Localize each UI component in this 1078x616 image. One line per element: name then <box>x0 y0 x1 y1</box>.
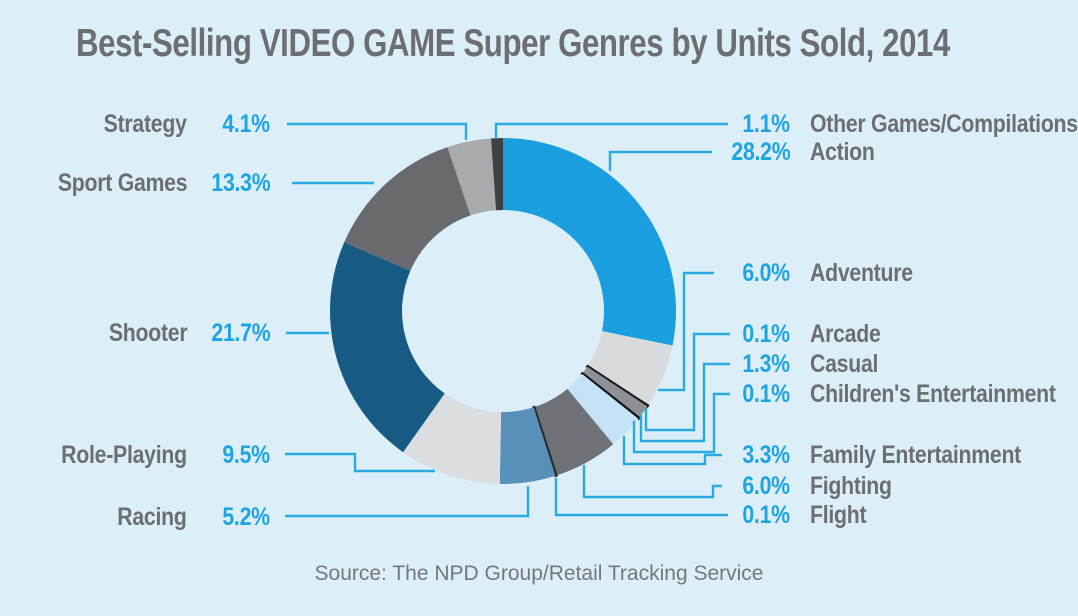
percent-value-action: 28.2% <box>731 138 790 166</box>
genre-label-family-entertainment: Family Entertainment <box>810 441 1021 469</box>
slice-role-playing <box>403 393 502 484</box>
slice-sport-games <box>344 147 471 271</box>
percent-value-casual: 1.3% <box>742 350 791 378</box>
genre-label-adventure: Adventure <box>810 259 913 287</box>
slice-action <box>503 138 676 346</box>
slice-family-entertainment <box>567 373 639 445</box>
genre-label-strategy: Strategy <box>104 110 187 138</box>
chart-title: Best-Selling VIDEO GAME Super Genres by … <box>76 22 950 65</box>
genre-label-flight: Flight <box>810 501 867 529</box>
leader-adventure <box>658 271 714 392</box>
percent-value-strategy: 4.1% <box>222 110 271 138</box>
percent-value-racing: 5.2% <box>222 503 271 531</box>
slice-racing <box>499 407 556 485</box>
leader-casual <box>639 362 730 443</box>
leader-arcade <box>644 332 730 432</box>
percent-value-role-playing: 9.5% <box>222 441 271 469</box>
leader-lines <box>285 122 730 518</box>
genre-label-sport-games: Sport Games <box>57 169 188 197</box>
leader-strategy <box>287 122 468 140</box>
slice-shooter <box>329 242 445 453</box>
percent-value-childrens-entertainment: 0.1% <box>742 380 791 408</box>
slice-other-games-compilations <box>491 138 503 211</box>
slice-adventure <box>587 331 673 406</box>
leader-action <box>608 150 712 171</box>
leader-family-entertainment <box>622 436 722 466</box>
percent-value-other-games-compilations: 1.1% <box>742 110 791 138</box>
leader-racing <box>285 486 530 518</box>
percent-value-family-entertainment: 3.3% <box>742 441 791 469</box>
genre-label-action: Action <box>810 138 875 166</box>
percent-value-shooter: 21.7% <box>211 319 270 347</box>
percent-value-arcade: 0.1% <box>742 320 791 348</box>
donut-slices <box>329 138 676 485</box>
genre-label-racing: Racing <box>117 503 188 531</box>
genre-label-other-games-compilations: Other Games/Compilations <box>810 110 1078 138</box>
genre-label-arcade: Arcade <box>810 320 881 348</box>
slice-casual <box>582 366 648 418</box>
percent-value-sport-games: 13.3% <box>211 169 270 197</box>
percent-value-flight: 0.1% <box>742 501 791 529</box>
genre-label-role-playing: Role-Playing <box>61 441 187 469</box>
leader-flight <box>554 478 728 517</box>
source-note: Source: The NPD Group/Retail Tracking Se… <box>314 562 764 585</box>
genre-label-fighting: Fighting <box>810 472 892 500</box>
genre-label-casual: Casual <box>810 350 879 378</box>
genre-label-childrens-entertainment: Children's Entertainment <box>810 380 1056 408</box>
slice-strategy <box>447 138 497 216</box>
percent-value-fighting: 6.0% <box>742 472 791 500</box>
leader-other-games-compilations <box>494 122 728 139</box>
slice-fighting <box>534 388 614 476</box>
leader-fighting <box>582 465 722 499</box>
leader-role-playing <box>285 452 435 473</box>
genre-label-shooter: Shooter <box>108 319 187 347</box>
percent-value-adventure: 6.0% <box>742 259 791 287</box>
leader-childrens-entertainment <box>632 392 730 454</box>
